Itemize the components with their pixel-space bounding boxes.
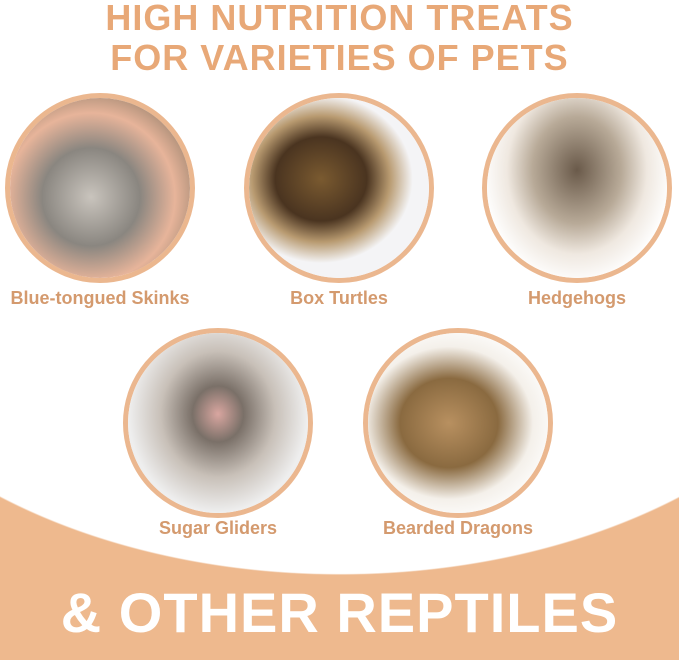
label-bearded-dragons: Bearded Dragons <box>382 518 534 538</box>
bearded-dragon-photo <box>363 328 553 518</box>
turtle-photo <box>244 93 434 283</box>
label-hedgehogs: Hedgehogs <box>527 288 626 308</box>
label-skinks: Blue-tongued Skinks <box>10 288 190 308</box>
footer-tagline: & OTHER REPTILES <box>60 581 619 644</box>
sugar-glider-photo <box>123 328 313 518</box>
headline-line-2: FOR VARIETIES OF PETS <box>110 37 569 78</box>
skink-photo <box>5 93 195 283</box>
label-box-turtles: Box Turtles <box>290 288 388 308</box>
hedgehog-photo <box>482 93 672 283</box>
headline-line-1: HIGH NUTRITION TREATS <box>105 0 574 38</box>
label-sugar-gliders: Sugar Gliders <box>158 518 278 538</box>
